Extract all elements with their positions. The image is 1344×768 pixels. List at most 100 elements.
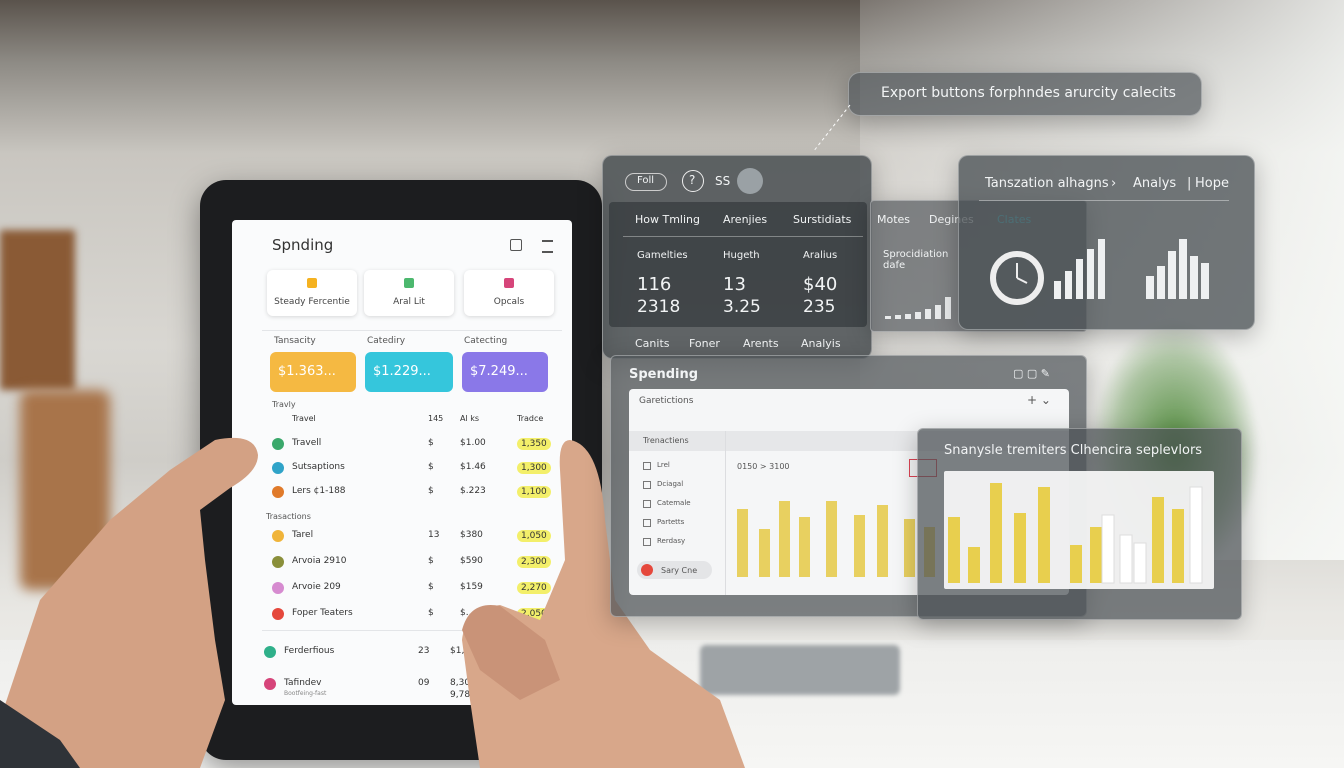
- summary-tile[interactable]: Aral Lit: [364, 270, 454, 316]
- sidebar-item[interactable]: Dciagal: [657, 480, 684, 488]
- mini-bar: [885, 316, 891, 319]
- row-cell: Tarel: [292, 530, 314, 540]
- toolbar-pill-label: Foll: [637, 175, 655, 186]
- sidebar-item[interactable]: Partetts: [657, 518, 685, 526]
- divider: [623, 236, 863, 237]
- sidebar-icon: [643, 519, 651, 527]
- callout: Export buttons forphndes arurcity caleci…: [848, 72, 1202, 116]
- row-icon: [264, 646, 276, 658]
- tab[interactable]: Motes: [877, 213, 911, 226]
- sidebar-item[interactable]: Lrel: [657, 461, 670, 469]
- bar-group: [948, 483, 1184, 583]
- row-cell: $1.00: [460, 438, 486, 448]
- stat-label: Gamelties: [637, 250, 688, 261]
- bar-group: [1054, 239, 1209, 299]
- sidebar-title: Trenactiens: [643, 436, 689, 445]
- inner-panel: [609, 202, 867, 327]
- divider: [979, 200, 1229, 201]
- sidebar-button-label[interactable]: Sary Cne: [661, 566, 698, 575]
- help-circle[interactable]: [682, 170, 704, 192]
- bar-group: [1101, 486, 1203, 584]
- analysis-link[interactable]: Hope: [1195, 176, 1229, 191]
- row-cell: $: [428, 486, 434, 496]
- value-chip: 1,100: [517, 486, 551, 498]
- row-icon: [272, 462, 284, 474]
- add-icon[interactable]: + ⌄: [1027, 393, 1051, 407]
- row-cell: Tradce: [517, 414, 544, 423]
- moon-button[interactable]: [737, 168, 763, 194]
- mini-bar: [915, 312, 921, 319]
- sidebar-button[interactable]: [637, 561, 712, 579]
- row-icon: [272, 438, 284, 450]
- stat-value: 13: [723, 274, 746, 295]
- summary-tile[interactable]: Steady Fercentie: [267, 270, 357, 316]
- row-cell: Arvoie 209: [292, 582, 341, 592]
- mini-bar: [925, 309, 931, 319]
- bar-group: [737, 501, 935, 577]
- row-icon: [272, 556, 284, 568]
- analysis-graphics: [990, 239, 1209, 305]
- side-label: Sprocidiation dafe: [883, 249, 949, 271]
- amount-card[interactable]: $7.249...: [462, 352, 548, 392]
- footer-link[interactable]: Canits: [635, 337, 670, 350]
- row-cell: $1.46: [460, 462, 486, 472]
- row-cell: $590: [460, 556, 483, 566]
- monitor-base: [700, 645, 900, 695]
- breadcrumb-sep: |: [1187, 176, 1192, 191]
- row-cell: $: [428, 582, 434, 592]
- sidebar-divider: [725, 431, 726, 595]
- row-cell: Tafindev: [284, 678, 322, 688]
- reminders-title: Snanysle tremiters Clhencira seplevlors: [944, 443, 1203, 458]
- footer-link[interactable]: Analyis: [801, 337, 841, 350]
- footer-link[interactable]: Foner: [689, 337, 720, 350]
- sidebar-item[interactable]: Catemale: [657, 499, 691, 507]
- row-icon: [264, 678, 276, 690]
- row-cell: 9,783: [450, 690, 476, 700]
- row-cell: Sutsaptions: [292, 462, 345, 472]
- summary-tile[interactable]: Opcals: [464, 270, 554, 316]
- row-cell: 145: [428, 414, 444, 423]
- amount-value: $7.249...: [470, 364, 528, 379]
- amount-value: $1.363...: [278, 364, 336, 379]
- row-cell: Travell: [292, 438, 322, 448]
- row-cell: $159: [460, 582, 483, 592]
- toolbar-pill[interactable]: [625, 173, 667, 191]
- value-chip: 1,300: [517, 462, 551, 474]
- row-cell: 23: [418, 646, 430, 656]
- row-cell: 09: [418, 678, 430, 688]
- row-icon: [272, 582, 284, 594]
- mini-bar: [935, 305, 941, 319]
- menu-icon[interactable]: [542, 240, 553, 253]
- divider: [262, 630, 562, 631]
- stats-panel: Foll ? SS How Tmling Arenjies Surstidiats G…: [602, 155, 872, 359]
- divider: [262, 330, 562, 331]
- analysis-link[interactable]: Analys: [1133, 176, 1177, 191]
- share-icon[interactable]: [510, 239, 522, 251]
- stat-label: Hugeth: [723, 250, 760, 261]
- mini-bar: [905, 314, 911, 319]
- mini-bar: [895, 315, 901, 319]
- row-cell: $.223: [460, 486, 486, 496]
- amount-card[interactable]: $1.229...: [365, 352, 453, 392]
- row-cell: $...: [460, 608, 475, 618]
- row-cell: Ferderfious: [284, 646, 335, 656]
- row-cell: $: [428, 438, 434, 448]
- row-cell: $1,83: [450, 646, 476, 656]
- row-icon: [272, 608, 284, 620]
- sidebar-item[interactable]: Rerdasy: [657, 537, 686, 545]
- amount-card[interactable]: $1.363...: [270, 352, 356, 392]
- tab[interactable]: Surstidiats: [793, 213, 852, 226]
- value-chip: 2,270: [517, 582, 551, 594]
- chart-range: 0150 > 3100: [737, 462, 790, 471]
- spending-subtitle: Garetictions: [639, 396, 694, 406]
- tab[interactable]: Arenjies: [723, 213, 768, 226]
- row-cell: Arvoia 2910: [292, 556, 347, 566]
- footer-link[interactable]: Arents: [743, 337, 779, 350]
- tab[interactable]: How Tmling: [635, 213, 700, 226]
- clock-hand: [1016, 277, 1028, 284]
- sidebar-icon: [643, 538, 651, 546]
- left-sleeve: [0, 700, 80, 768]
- help-label: ?: [689, 173, 696, 187]
- panel-icons[interactable]: ▢ ▢ ✎: [1013, 367, 1050, 380]
